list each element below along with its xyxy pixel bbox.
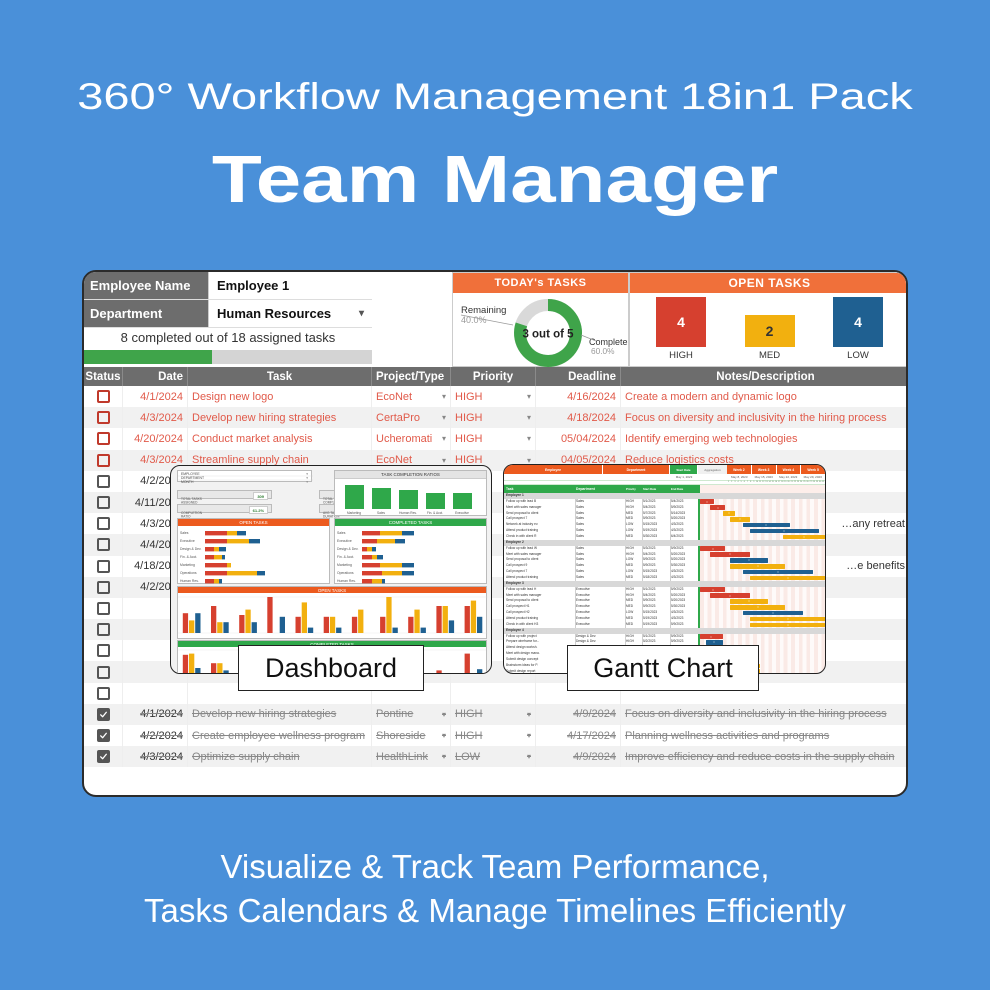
- svg-text:Fin. & Acct.: Fin. & Acct.: [337, 555, 354, 559]
- svg-text:Marketing: Marketing: [337, 563, 352, 567]
- svg-text:Sales: Sales: [337, 531, 346, 535]
- svg-text:Executive: Executive: [337, 539, 352, 543]
- svg-text:Fin. & Acct.: Fin. & Acct.: [427, 511, 443, 515]
- svg-text:Sales: Sales: [377, 511, 385, 515]
- svg-text:Fin. & Acct.: Fin. & Acct.: [180, 555, 197, 559]
- svg-text:40.0%: 40.0%: [461, 315, 487, 325]
- svg-text:Design & Dev.: Design & Dev.: [337, 547, 358, 551]
- svg-text:▾: ▾: [306, 480, 308, 484]
- svg-text:Operations: Operations: [180, 571, 197, 575]
- svg-text:Design & Dev.: Design & Dev.: [180, 547, 201, 551]
- svg-text:Executive: Executive: [180, 539, 195, 543]
- svg-text:Human Res.: Human Res.: [399, 511, 417, 515]
- svg-text:60.0%: 60.0%: [591, 346, 615, 356]
- svg-text:Operations: Operations: [337, 571, 354, 575]
- svg-text:Sales: Sales: [180, 531, 189, 535]
- svg-text:Executive: Executive: [455, 511, 469, 515]
- svg-text:Marketing: Marketing: [180, 563, 195, 567]
- svg-text:Human Res.: Human Res.: [180, 579, 199, 583]
- svg-text:Marketing: Marketing: [347, 511, 361, 515]
- svg-text:3 out of 5: 3 out of 5: [522, 329, 574, 341]
- svg-text:Human Res.: Human Res.: [337, 579, 356, 583]
- svg-text:MONTH: MONTH: [181, 480, 194, 484]
